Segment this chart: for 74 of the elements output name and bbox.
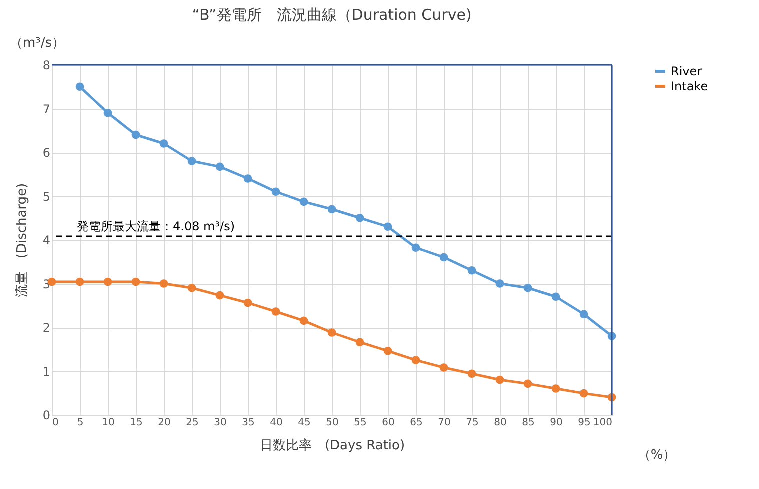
x-tick-label: 90 — [550, 418, 563, 428]
point — [440, 253, 448, 262]
x-tick-label: 15 — [130, 418, 143, 428]
text: （m³/s） — [10, 36, 66, 51]
y-axis-title: 流量 (Discharge) — [14, 183, 30, 298]
y-tick-label: 7 — [42, 102, 50, 116]
x-tick-label: 65 — [410, 418, 423, 428]
point — [552, 384, 560, 393]
point — [496, 280, 504, 288]
point — [580, 389, 588, 398]
x-tick-label: 40 — [270, 418, 283, 428]
point — [272, 308, 280, 316]
x-tick-label: 85 — [522, 418, 535, 428]
point — [384, 346, 392, 356]
point — [468, 266, 476, 275]
x-tick-label: 80 — [494, 418, 507, 428]
y-tick-label: 8 — [42, 58, 50, 72]
x-tick-label: 25 — [186, 418, 199, 428]
point — [524, 284, 532, 292]
point — [104, 108, 112, 118]
x-tick-label: 30 — [214, 418, 227, 428]
y-tick-label: 5 — [42, 190, 50, 204]
x-tick-label: 55 — [354, 418, 367, 428]
point — [552, 292, 560, 302]
x-tick-label: 95 — [578, 418, 591, 428]
point — [412, 244, 420, 252]
point — [216, 291, 224, 300]
point — [300, 316, 308, 326]
point — [188, 157, 196, 166]
point — [216, 162, 224, 172]
x-tick-label: 70 — [438, 418, 451, 428]
point — [160, 280, 168, 288]
y-tick-label: 1 — [42, 364, 50, 379]
chart-title: “B”発電所 流況曲線（Duration Curve) — [192, 6, 472, 24]
x-tick-label: 10 — [102, 418, 115, 428]
x-tick-label: 45 — [298, 418, 311, 428]
x-axis-title: 日数比率 (Days Ratio) — [260, 438, 406, 454]
point — [76, 278, 84, 286]
point — [440, 364, 448, 372]
point — [328, 328, 336, 337]
y-tick-label: 2 — [42, 321, 50, 335]
point — [412, 356, 420, 364]
y-tick-label: 4 — [42, 234, 50, 248]
point — [76, 82, 84, 92]
point — [496, 376, 504, 384]
legend-label: River — [671, 64, 702, 78]
point — [524, 380, 532, 388]
x-tick-label: 75 — [466, 418, 479, 428]
point — [300, 198, 308, 206]
point — [188, 284, 196, 292]
legend-label: Intake — [671, 80, 708, 94]
point — [160, 140, 168, 148]
ref-line-label: 発電所最大流量：4.08 m³/s) — [77, 220, 236, 234]
x-tick-label: 50 — [326, 418, 339, 428]
text: （%） — [638, 448, 676, 463]
point — [580, 310, 588, 319]
point — [244, 174, 252, 183]
point — [272, 188, 280, 196]
point — [468, 370, 476, 378]
point — [244, 298, 252, 308]
x-tick-label: 60 — [382, 418, 395, 428]
point — [132, 278, 140, 286]
point — [356, 214, 364, 222]
x-tick-label: 100 — [593, 418, 612, 428]
x-tick-label: 20 — [158, 418, 171, 428]
point — [356, 338, 364, 347]
y-tick-label: 6 — [42, 146, 50, 160]
point — [328, 205, 336, 214]
x-tick-label: 35 — [242, 418, 255, 428]
point — [132, 130, 140, 140]
point — [384, 222, 392, 232]
point — [104, 278, 112, 286]
x-tick-label: 0 — [52, 418, 59, 428]
x-tick-label: 5 — [77, 418, 84, 428]
